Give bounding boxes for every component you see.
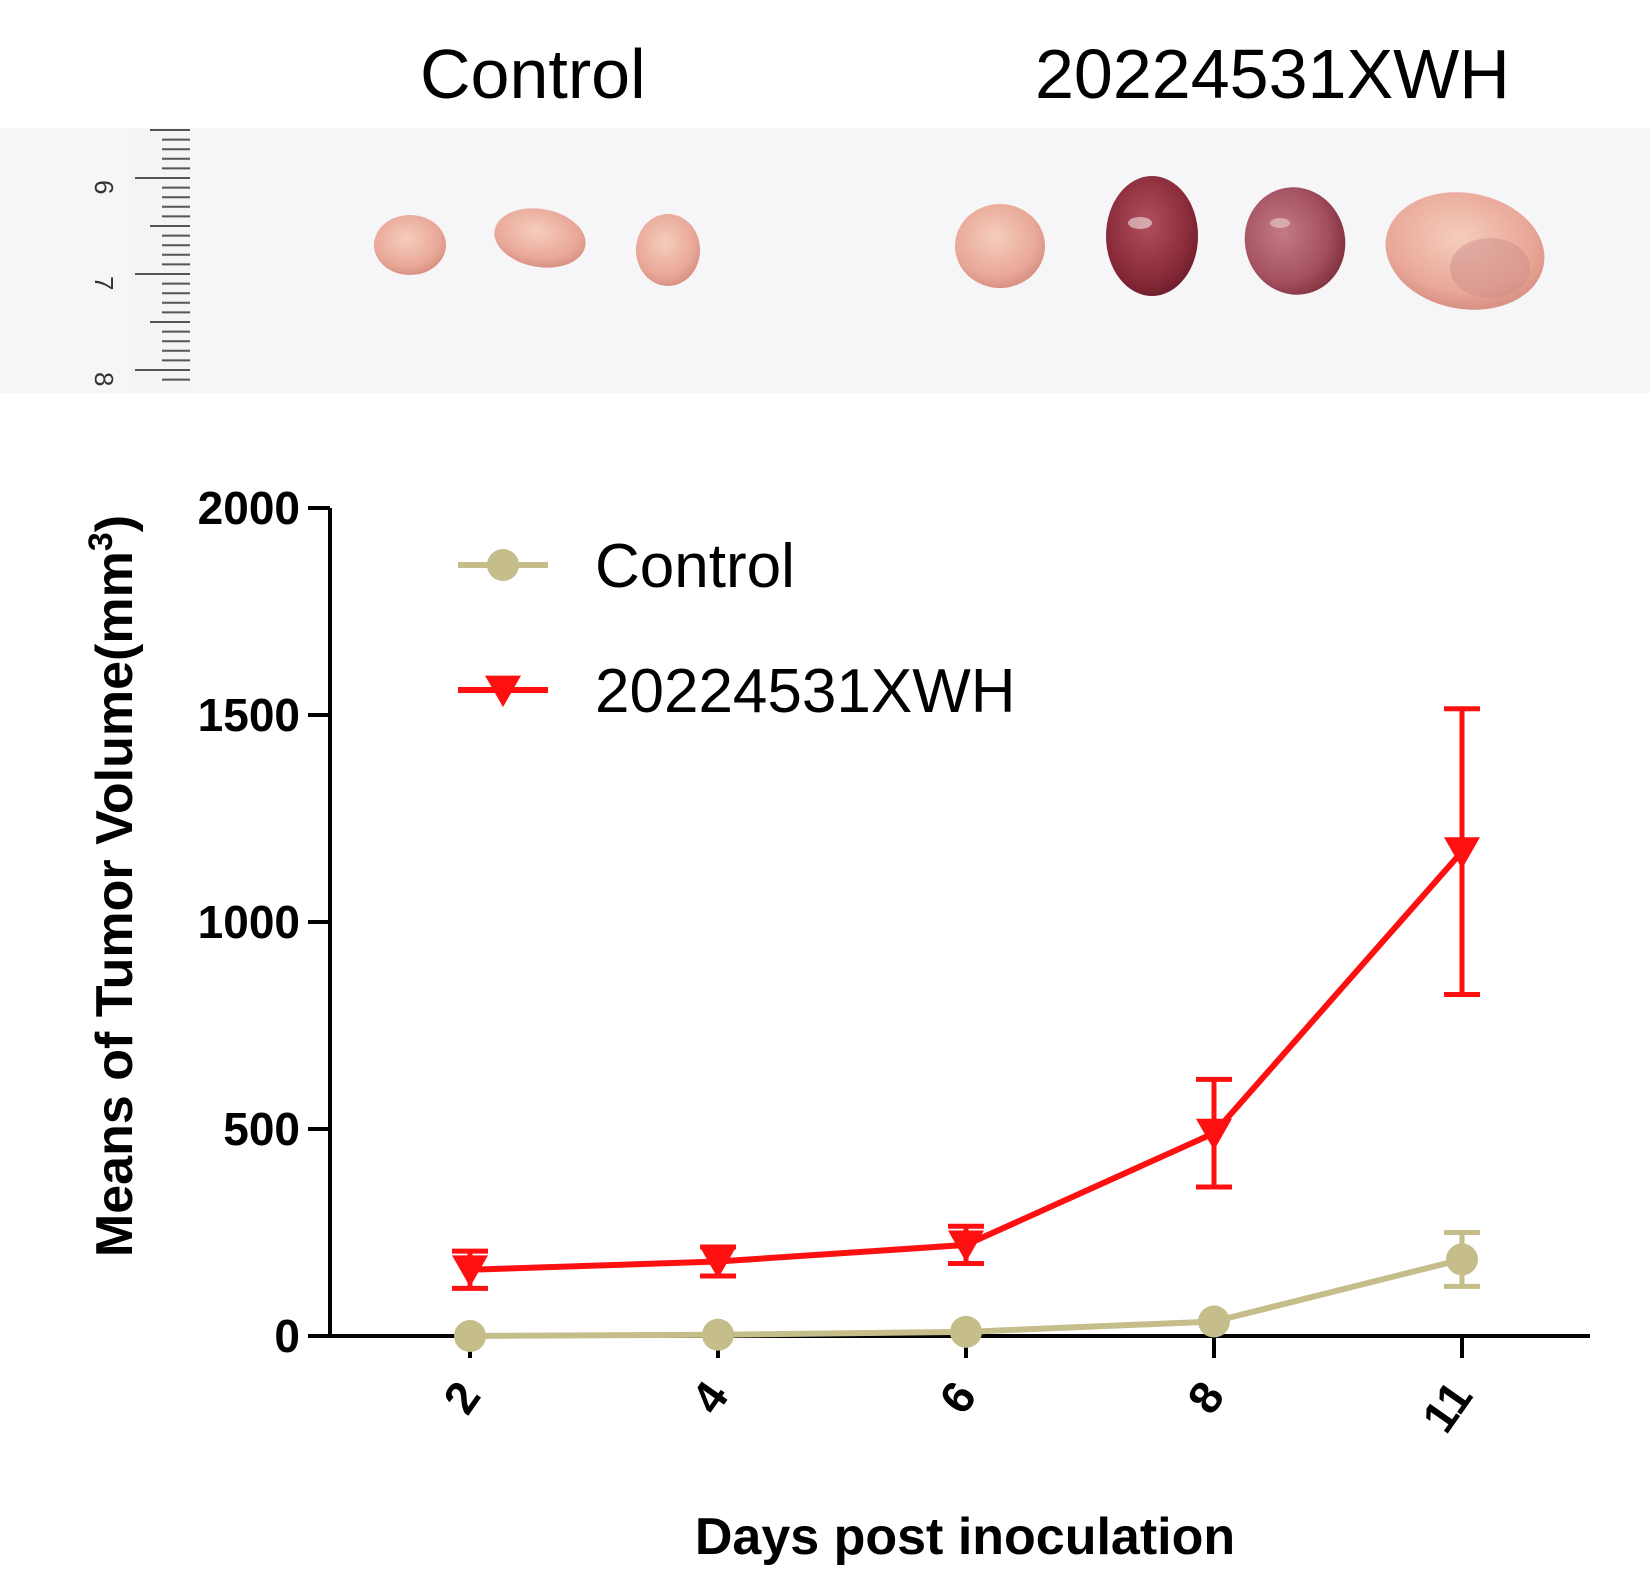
- y-tick-label: 1000: [198, 896, 300, 948]
- treatment-tumor-2: [1106, 176, 1198, 296]
- legend-label: Control: [595, 532, 795, 601]
- x-axis: 2 4 6 8 11: [330, 1334, 1590, 1442]
- x-tick-label: 8: [1177, 1372, 1234, 1423]
- data-point: [454, 1320, 486, 1352]
- x-tick-label: 2: [433, 1372, 490, 1423]
- data-point: [1446, 1243, 1478, 1276]
- y-axis: 0 500 1000 1500 2000: [198, 482, 332, 1362]
- legend-label: 20224531XWH: [595, 657, 1016, 726]
- y-axis-title: Means of Tumor Volume(mm3): [82, 515, 144, 1257]
- photo-background: [0, 128, 1650, 393]
- legend-item: 20224531XWH: [458, 657, 1016, 726]
- control-group-label: Control: [420, 35, 646, 113]
- legend-item: Control: [458, 532, 795, 601]
- treatment-tumor-3: [1244, 187, 1346, 295]
- series-layer: [452, 706, 1480, 1352]
- series-line: [469, 849, 1465, 1273]
- data-point: [700, 1247, 736, 1279]
- data-point: [1196, 1118, 1232, 1151]
- control-tumor-2: [494, 208, 586, 268]
- x-tick-label: 6: [929, 1372, 986, 1423]
- y-tick-label: 500: [223, 1103, 300, 1155]
- data-point: [702, 1318, 734, 1351]
- treatment-group-label: 20224531XWH: [1035, 35, 1510, 113]
- control-tumor-1: [374, 215, 446, 275]
- tumor-photo: 6 7 8: [0, 128, 1650, 393]
- x-axis-title: Days post inoculation: [695, 1508, 1235, 1566]
- ruler-label-6: 6: [89, 180, 119, 194]
- x-tick-label: 11: [1412, 1372, 1482, 1442]
- series-treatment: [452, 706, 1480, 1291]
- data-point: [950, 1315, 982, 1348]
- y-tick-label: 1500: [198, 689, 300, 741]
- ruler-label-7: 7: [89, 276, 119, 290]
- ruler: 6 7 8: [89, 129, 190, 392]
- treatment-tumor-4: [1385, 192, 1545, 310]
- legend: Control 20224531XWH: [458, 532, 1016, 726]
- data-point: [452, 1255, 488, 1287]
- legend-marker: [485, 675, 521, 708]
- data-point: [948, 1230, 984, 1263]
- ruler-label-8: 8: [89, 372, 119, 386]
- legend-marker: [487, 549, 519, 581]
- data-point: [1444, 837, 1480, 869]
- data-point: [1198, 1305, 1230, 1338]
- y-tick-label: 0: [274, 1310, 300, 1362]
- y-tick-label: 2000: [198, 482, 300, 534]
- x-tick-label: 4: [681, 1372, 739, 1423]
- series-control: [454, 1230, 1480, 1352]
- control-tumor-3: [636, 214, 700, 286]
- treatment-tumor-1: [955, 204, 1045, 288]
